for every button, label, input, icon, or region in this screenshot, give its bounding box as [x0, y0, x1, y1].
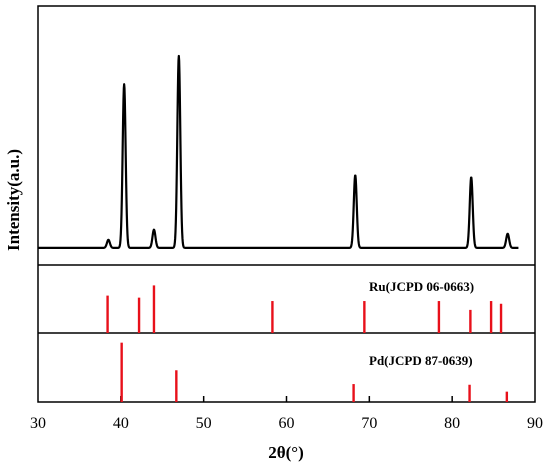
reference-lines-pd [120, 342, 509, 402]
x-axis-label: 2θ(°) [268, 443, 304, 462]
x-tick-label: 50 [196, 415, 212, 432]
y-axis-label: Intensity(a.u.) [4, 149, 23, 251]
reference-label-ru: Ru(JCPD 06-0663) [369, 279, 474, 294]
x-tick-label: 90 [527, 415, 543, 432]
x-tick-label: 40 [113, 415, 129, 432]
plot-frame [37, 5, 536, 403]
reference-label-pd: Pd(JCPD 87-0639) [369, 353, 473, 368]
x-axis-ticks [120, 396, 453, 402]
x-tick-label: 30 [30, 415, 46, 432]
reference-lines-ru [106, 285, 503, 333]
x-tick-label: 60 [279, 415, 295, 432]
x-tick-label: 70 [361, 415, 377, 432]
x-axis-tick-labels: 30 40 50 60 70 80 90 [30, 415, 543, 432]
x-tick-label: 80 [444, 415, 460, 432]
series-line-measured [37, 54, 520, 249]
